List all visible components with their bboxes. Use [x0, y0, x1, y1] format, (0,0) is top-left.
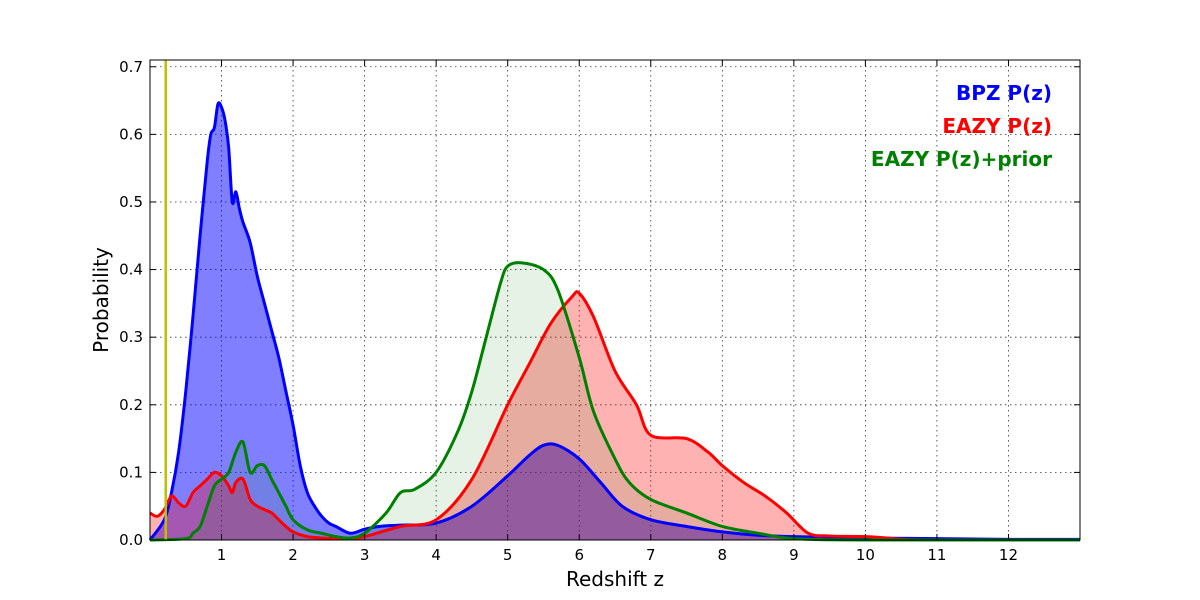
plot-frame — [149, 59, 1081, 541]
y-tick-label: 0.7 — [119, 58, 143, 76]
legend: BPZ P(z) EAZY P(z) EAZY P(z)+prior — [871, 81, 1052, 171]
y-tick-label: 0.3 — [119, 328, 143, 346]
x-tick-label: 10 — [856, 546, 875, 564]
x-axis-title: Redshift z — [566, 567, 664, 591]
y-tick-label: 0.0 — [119, 531, 143, 549]
series-line-bpz-p-z — [148, 101, 1081, 541]
x-tick-label: 8 — [718, 546, 728, 564]
y-tick-label: 0.5 — [119, 193, 143, 211]
series-fill-eazy-p-z-prior — [150, 262, 1080, 540]
series-fill-bpz-p-z — [150, 102, 1080, 540]
y-tick-label: 0.1 — [119, 463, 143, 481]
y-tick-label: 0.6 — [119, 125, 143, 143]
series-fill-eazy-p-z — [150, 291, 1080, 540]
x-tick-label: 12 — [999, 546, 1018, 564]
series-fills — [150, 102, 1080, 540]
x-tick-label: 11 — [927, 546, 946, 564]
legend-entry-bpz-p-z: BPZ P(z) — [956, 81, 1052, 105]
x-tick-label: 1 — [217, 546, 227, 564]
x-tick-label: 6 — [574, 546, 584, 564]
y-tick-label: 0.4 — [119, 261, 143, 279]
x-tick-label: 4 — [431, 546, 441, 564]
x-tick-label: 2 — [288, 546, 298, 564]
axis-ticks: 1 2 3 4 5 6 7 8 9 10 11 120.00.10.20.30.40.50.60.7 — [119, 58, 1080, 564]
x-tick-label: 3 — [360, 546, 370, 564]
series-line-eazy-p-z-prior — [149, 261, 1080, 542]
legend-entry-eazy-p-z-prior: EAZY P(z)+prior — [871, 147, 1052, 171]
x-tick-label: 5 — [503, 546, 513, 564]
y-tick-label: 0.2 — [119, 396, 143, 414]
series-line-eazy-p-z — [149, 290, 1080, 542]
series-lines — [148, 101, 1081, 542]
x-tick-label: 9 — [789, 546, 799, 564]
legend-entry-eazy-p-z: EAZY P(z) — [942, 114, 1052, 138]
y-axis-title: Probability — [89, 247, 113, 353]
x-tick-label: 7 — [646, 546, 656, 564]
